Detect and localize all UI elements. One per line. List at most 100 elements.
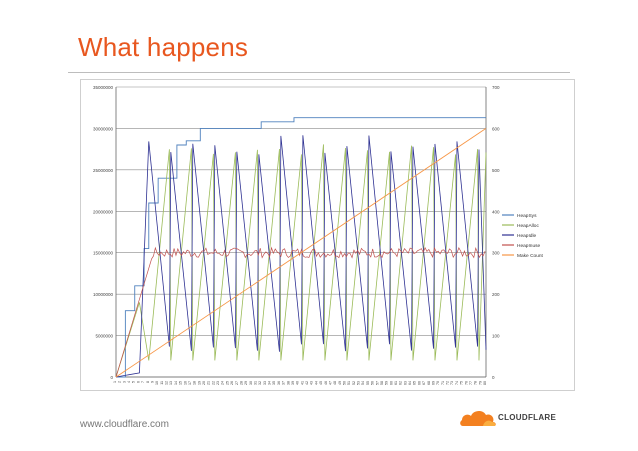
x-tick-label: 63: [403, 381, 407, 385]
x-tick-label: 37: [282, 381, 286, 385]
x-tick-label: 31: [254, 381, 258, 385]
x-tick-label: 22: [211, 381, 215, 385]
x-tick-label: 13: [169, 381, 173, 385]
y-left-tick-label: 25000000: [93, 168, 114, 173]
y-left-tick-label: 30000000: [93, 126, 114, 131]
x-tick-label: 1: [113, 381, 117, 383]
y-left-tick-label: 5000000: [95, 334, 113, 339]
y-right-tick-label: 100: [492, 334, 500, 339]
x-tick-label: 72: [446, 381, 450, 385]
x-tick-label: 74: [455, 381, 459, 385]
memory-chart: 0 5000000 10000000 15000000 20000000 25000000…: [80, 79, 575, 391]
y-right-tick-label: 300: [492, 251, 500, 256]
x-tick-label: 26: [230, 381, 234, 385]
x-tick-label: 52: [352, 381, 356, 385]
y-right-tick-label: 400: [492, 209, 500, 214]
x-tick-label: 3: [122, 381, 126, 383]
x-tick-label: 35: [272, 381, 276, 385]
x-tick-label: 42: [305, 381, 309, 385]
series-heapidle-line: [115, 135, 487, 378]
x-tick-label: 54: [361, 381, 365, 385]
y-right-tick-label: 0: [492, 375, 495, 380]
x-tick-label: 64: [408, 381, 412, 385]
y-right-tick-label: 600: [492, 126, 500, 131]
x-tick-label: 77: [469, 381, 473, 385]
x-tick-label: 10: [155, 381, 159, 385]
x-tick-label: 53: [357, 381, 361, 385]
x-tick-label: 75: [460, 381, 464, 385]
x-tick-label: 36: [277, 381, 281, 385]
x-tick-label: 16: [183, 381, 187, 385]
x-tick-label: 21: [207, 381, 211, 385]
x-tick-label: 40: [296, 381, 300, 385]
x-tick-label: 58: [380, 381, 384, 385]
x-tick-label: 23: [216, 381, 220, 385]
x-tick-label: 61: [394, 381, 398, 385]
x-tick-label: 43: [310, 381, 314, 385]
x-tick-label: 79: [478, 381, 482, 385]
x-tick-label: 38: [286, 381, 290, 385]
series-heapsys-line: [116, 117, 486, 378]
x-tick-label: 6: [136, 381, 140, 383]
x-tick-label: 41: [300, 381, 304, 385]
x-tick-label: 80: [483, 381, 487, 385]
x-tick-label: 5: [132, 381, 136, 383]
x-tick-label: 8: [146, 381, 150, 383]
x-tick-label: 76: [464, 381, 468, 385]
y-left-tick-label: 0: [110, 375, 113, 380]
x-tick-label: 57: [375, 381, 379, 385]
x-tick-label: 15: [179, 381, 183, 385]
x-tick-label: 70: [436, 381, 440, 385]
x-tick-label: 34: [268, 381, 272, 385]
x-tick-label: 56: [371, 381, 375, 385]
footer-url: www.cloudflare.com: [80, 419, 169, 430]
x-tick-label: 50: [342, 381, 346, 385]
x-tick-label: 78: [474, 381, 478, 385]
x-tick-label: 29: [244, 381, 248, 385]
legend-label: HeapSys: [517, 213, 537, 219]
legend-label: HeapIdle: [517, 233, 537, 239]
x-tick-label: 51: [347, 381, 351, 385]
legend-label: HeapAlloc: [517, 223, 539, 229]
x-tick-label: 39: [291, 381, 295, 385]
x-tick-label: 4: [127, 381, 131, 383]
x-tick-label: 24: [221, 381, 225, 385]
x-tick-label: 12: [165, 381, 169, 385]
x-tick-label: 65: [413, 381, 417, 385]
x-tick-label: 30: [249, 381, 253, 385]
y-left-tick-label: 15000000: [93, 251, 114, 256]
y-right-tick-label: 500: [492, 168, 500, 173]
x-tick-label: 48: [333, 381, 337, 385]
y-left-tick-label: 35000000: [93, 85, 114, 90]
chart-container: 0 5000000 10000000 15000000 20000000 25000000…: [80, 79, 575, 391]
x-tick-label: 67: [422, 381, 426, 385]
x-tick-label: 44: [314, 381, 318, 385]
x-tick-label: 27: [235, 381, 239, 385]
x-tick-label: 45: [319, 381, 323, 385]
x-tick-label: 62: [399, 381, 403, 385]
x-tick-label: 14: [174, 381, 178, 385]
legend-label: Make Count: [517, 253, 544, 259]
x-tick-label: 49: [338, 381, 342, 385]
title-divider: [68, 72, 570, 73]
y-left-tick-label: 20000000: [93, 209, 114, 214]
y-right-tick-label: 700: [492, 85, 500, 90]
x-tick-label: 59: [385, 381, 389, 385]
slide-title: What happens: [78, 32, 249, 62]
x-tick-label: 9: [150, 381, 154, 383]
cloudflare-cloud-icon: [460, 410, 496, 426]
series-heapinuse-line: [115, 246, 486, 378]
x-tick-label: 68: [427, 381, 431, 385]
x-tick-label: 60: [389, 381, 393, 385]
x-tick-label: 69: [431, 381, 435, 385]
x-tick-label: 47: [328, 381, 332, 385]
x-tick-label: 2: [118, 381, 122, 383]
y-left-tick-label: 10000000: [93, 292, 114, 297]
x-tick-label: 32: [258, 381, 262, 385]
x-tick-label: 18: [193, 381, 197, 385]
x-tick-label: 25: [225, 381, 229, 385]
x-tick-label: 66: [417, 381, 421, 385]
x-tick-label: 55: [366, 381, 370, 385]
x-tick-label: 20: [202, 381, 206, 385]
x-tick-label: 33: [263, 381, 267, 385]
